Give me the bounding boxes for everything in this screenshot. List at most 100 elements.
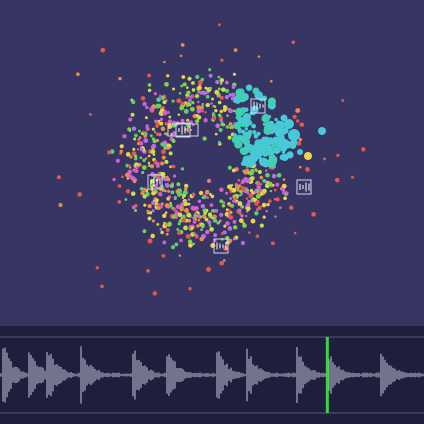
- sample-point[interactable]: [246, 163, 250, 167]
- sample-point[interactable]: [233, 220, 237, 224]
- sample-point[interactable]: [151, 144, 156, 149]
- sample-point[interactable]: [211, 217, 214, 220]
- sample-point[interactable]: [178, 212, 183, 217]
- sample-point[interactable]: [125, 198, 128, 201]
- sample-point[interactable]: [166, 233, 169, 236]
- sample-point[interactable]: [172, 100, 175, 103]
- sample-point[interactable]: [188, 203, 191, 206]
- sample-point[interactable]: [202, 209, 206, 213]
- waveform-timeline[interactable]: [0, 326, 424, 424]
- sample-point[interactable]: [254, 134, 259, 139]
- sample-point[interactable]: [172, 88, 175, 91]
- sample-point[interactable]: [186, 96, 189, 99]
- sample-point[interactable]: [267, 159, 276, 168]
- sample-point[interactable]: [186, 119, 189, 122]
- sample-point[interactable]: [258, 170, 262, 174]
- sample-point[interactable]: [246, 197, 249, 200]
- sample-point[interactable]: [178, 114, 180, 116]
- sample-point[interactable]: [173, 175, 176, 178]
- sample-point[interactable]: [161, 202, 164, 205]
- sample-point[interactable]: [148, 162, 150, 164]
- sample-point[interactable]: [170, 204, 173, 207]
- sample-point[interactable]: [251, 219, 256, 224]
- sample-point[interactable]: [151, 191, 156, 196]
- sample-point[interactable]: [160, 161, 164, 165]
- sample-point[interactable]: [219, 261, 224, 266]
- sample-point[interactable]: [171, 191, 175, 195]
- sample-point[interactable]: [215, 123, 220, 128]
- sample-point[interactable]: [245, 168, 249, 172]
- sample-point[interactable]: [225, 95, 229, 99]
- sample-point[interactable]: [210, 203, 214, 207]
- sample-point[interactable]: [148, 239, 153, 244]
- sample-point[interactable]: [142, 102, 146, 106]
- sample-point[interactable]: [228, 226, 233, 231]
- sample-point[interactable]: [274, 118, 277, 121]
- sample-point[interactable]: [244, 107, 249, 112]
- sample-point[interactable]: [164, 160, 168, 164]
- sample-point[interactable]: [233, 73, 236, 76]
- sample-point[interactable]: [163, 111, 168, 116]
- sample-point[interactable]: [166, 197, 169, 200]
- sample-point[interactable]: [205, 218, 209, 222]
- sample-point[interactable]: [323, 157, 326, 160]
- sample-point[interactable]: [118, 184, 122, 188]
- sample-point[interactable]: [186, 234, 191, 239]
- sample-point[interactable]: [181, 75, 185, 79]
- sample-point[interactable]: [234, 48, 238, 52]
- sample-point[interactable]: [145, 157, 147, 159]
- sample-point[interactable]: [225, 89, 229, 93]
- sample-point[interactable]: [226, 114, 229, 117]
- sample-point[interactable]: [156, 162, 160, 166]
- sample-point[interactable]: [279, 206, 282, 209]
- sample-point[interactable]: [201, 103, 204, 106]
- sample-point[interactable]: [263, 137, 270, 144]
- sample-point[interactable]: [186, 102, 190, 106]
- sample-point[interactable]: [220, 82, 223, 85]
- sample-point[interactable]: [186, 213, 191, 218]
- sample-point[interactable]: [239, 194, 242, 197]
- sample-point[interactable]: [132, 126, 137, 131]
- sample-point[interactable]: [261, 160, 268, 167]
- sample-point[interactable]: [260, 224, 264, 228]
- sample-point[interactable]: [215, 80, 219, 84]
- sample-point[interactable]: [239, 218, 244, 223]
- sample-point[interactable]: [161, 126, 166, 131]
- sample-point[interactable]: [142, 131, 145, 134]
- sample-point[interactable]: [162, 156, 166, 160]
- sample-point[interactable]: [131, 191, 136, 196]
- sample-point[interactable]: [207, 220, 211, 224]
- sample-point[interactable]: [268, 97, 276, 105]
- sample-point[interactable]: [59, 203, 63, 207]
- sample-point[interactable]: [195, 213, 198, 216]
- sample-point[interactable]: [268, 124, 276, 132]
- sample-point[interactable]: [197, 101, 200, 104]
- sample-point[interactable]: [148, 204, 152, 208]
- sample-point[interactable]: [214, 109, 217, 112]
- sample-point[interactable]: [134, 134, 138, 138]
- sample-point[interactable]: [128, 117, 132, 121]
- sample-point[interactable]: [192, 243, 195, 246]
- sample-point[interactable]: [159, 95, 162, 98]
- sample-point[interactable]: [318, 127, 326, 135]
- sample-point[interactable]: [299, 138, 302, 141]
- sample-point[interactable]: [250, 199, 254, 203]
- sample-point[interactable]: [143, 188, 147, 192]
- sample-point[interactable]: [361, 147, 365, 151]
- sample-point[interactable]: [163, 143, 167, 147]
- sample-point[interactable]: [275, 128, 285, 138]
- sample-point[interactable]: [96, 266, 99, 269]
- sample-point[interactable]: [156, 97, 161, 102]
- sample-point[interactable]: [139, 156, 142, 159]
- sample-point[interactable]: [166, 228, 170, 232]
- sample-point[interactable]: [289, 205, 294, 210]
- cluster-marker-icon[interactable]: [297, 180, 311, 194]
- sample-point[interactable]: [256, 189, 259, 192]
- sample-point[interactable]: [221, 87, 226, 92]
- sample-point[interactable]: [133, 137, 136, 140]
- sample-point[interactable]: [153, 153, 156, 156]
- sample-point[interactable]: [76, 72, 80, 76]
- sample-point[interactable]: [209, 227, 214, 232]
- sample-point[interactable]: [176, 98, 181, 103]
- sample-point[interactable]: [248, 146, 254, 152]
